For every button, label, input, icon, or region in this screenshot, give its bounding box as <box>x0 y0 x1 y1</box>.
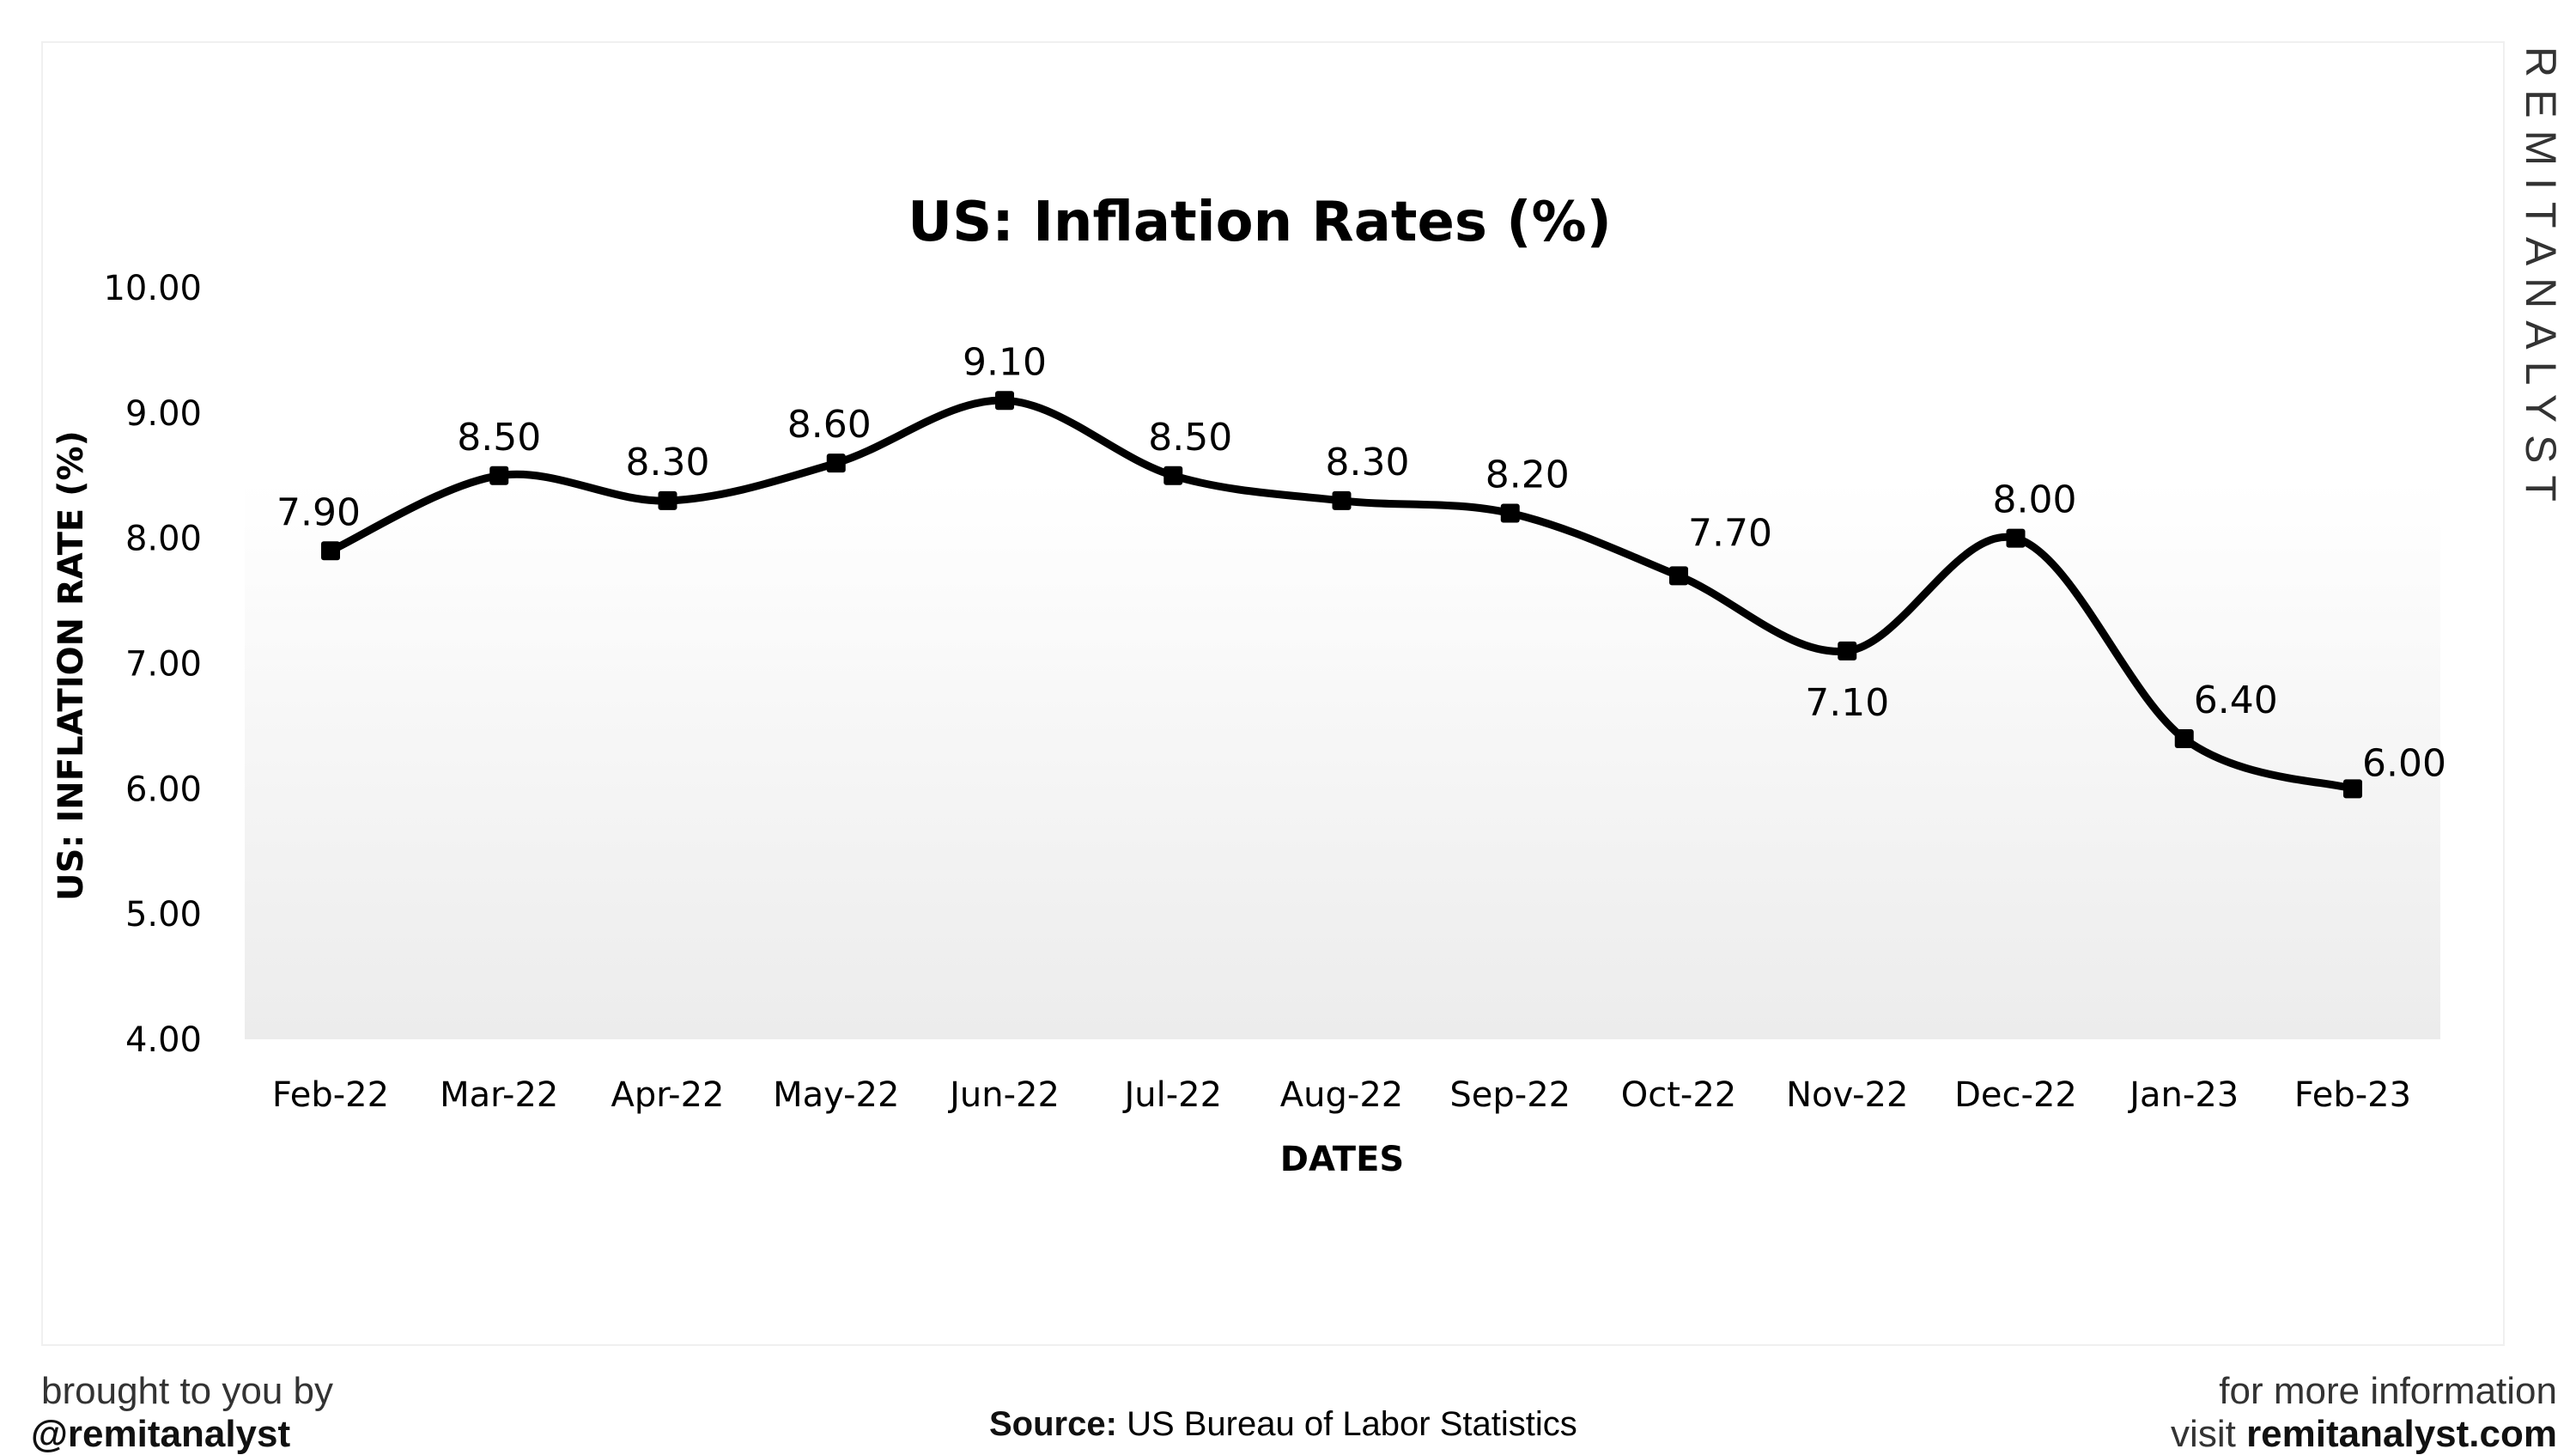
y-tick-label: 6.00 <box>125 770 202 809</box>
data-point <box>2343 779 2362 799</box>
source-text: US Bureau of Labor Statistics <box>1127 1405 1577 1443</box>
x-tick-label: Jun-22 <box>947 1075 1060 1115</box>
x-tick-label: Jan-23 <box>2127 1075 2239 1115</box>
x-tick-label: Aug-22 <box>1280 1075 1403 1115</box>
data-point <box>826 454 846 473</box>
footer-brought-by: brought to you by <box>41 1370 334 1412</box>
y-tick-label: 10.00 <box>103 269 202 308</box>
x-axis-title: DATES <box>1280 1140 1404 1179</box>
x-tick-label: Apr-22 <box>611 1075 725 1115</box>
data-label: 6.00 <box>2362 741 2446 785</box>
chart-title: US: Inflation Rates (%) <box>908 191 1612 254</box>
x-tick-label: Feb-22 <box>272 1075 389 1115</box>
data-point <box>1500 503 1520 523</box>
data-point <box>1838 641 1857 661</box>
x-tick-label: Nov-22 <box>1786 1075 1908 1115</box>
data-point <box>1163 466 1183 485</box>
x-tick-label: Oct-22 <box>1621 1075 1737 1115</box>
x-tick-label: Jul-22 <box>1121 1075 1222 1115</box>
x-tick-label: May-22 <box>773 1075 899 1115</box>
data-label: 8.60 <box>787 403 872 447</box>
data-point <box>2006 528 2026 548</box>
y-tick-label: 4.00 <box>125 1020 202 1060</box>
data-label: 6.40 <box>2194 679 2278 722</box>
data-point <box>1669 566 1688 586</box>
data-label: 8.30 <box>1326 441 1410 484</box>
data-label: 8.30 <box>626 441 710 484</box>
data-label: 8.20 <box>1485 454 1570 497</box>
visit-prefix: visit <box>2171 1413 2236 1455</box>
footer-handle[interactable]: @remitanalyst <box>31 1413 291 1455</box>
x-tick-label: Feb-23 <box>2294 1075 2411 1115</box>
website-link[interactable]: remitanalyst.com <box>2246 1413 2557 1455</box>
brand-watermark: REMITANALYST <box>2517 46 2565 514</box>
y-tick-label: 9.00 <box>125 394 202 434</box>
data-label: 7.90 <box>276 490 361 534</box>
plot-area <box>245 481 2440 1039</box>
data-point <box>321 541 340 561</box>
data-point <box>1332 490 1352 510</box>
x-tick-label: Dec-22 <box>1954 1075 2077 1115</box>
data-point <box>995 391 1014 411</box>
footer-visit: visit remitanalyst.com <box>2171 1415 2557 1453</box>
data-label: 8.00 <box>1993 478 2077 522</box>
footer-source: Source: US Bureau of Labor Statistics <box>989 1407 1577 1441</box>
data-label: 8.50 <box>457 416 541 460</box>
y-tick-label: 5.00 <box>125 895 202 934</box>
data-label: 9.10 <box>963 340 1047 384</box>
data-label: 7.10 <box>1805 681 1889 725</box>
data-label: 8.50 <box>1148 416 1232 460</box>
x-tick-label: Mar-22 <box>440 1075 558 1115</box>
data-point <box>2174 729 2194 748</box>
y-axis-title: US: INFLATION RATE (%) <box>52 430 91 901</box>
data-point <box>489 466 509 485</box>
data-point <box>658 490 677 510</box>
source-label: Source: <box>989 1405 1117 1443</box>
footer-more-info: for more information <box>2219 1370 2557 1412</box>
data-label: 7.70 <box>1688 511 1772 555</box>
y-tick-label: 7.00 <box>125 645 202 685</box>
y-tick-label: 8.00 <box>125 520 202 559</box>
x-tick-label: Sep-22 <box>1449 1075 1571 1115</box>
